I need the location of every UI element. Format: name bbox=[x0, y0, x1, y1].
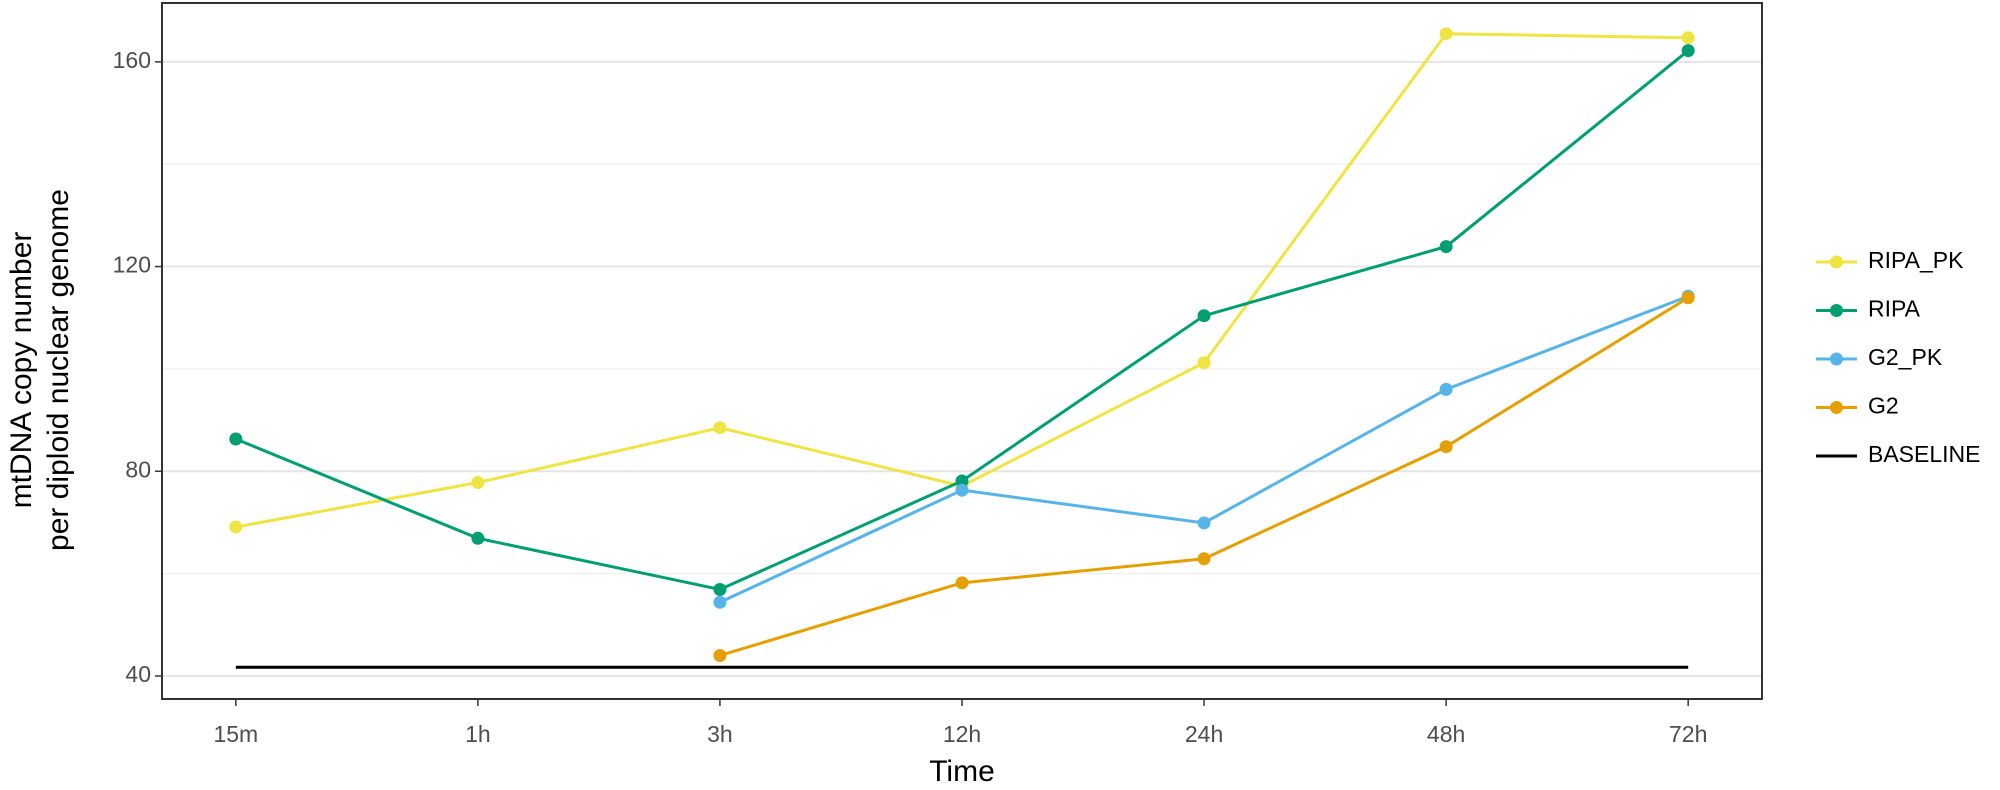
x-tick-label: 3h bbox=[707, 721, 733, 747]
legend-label: BASELINE bbox=[1868, 441, 1981, 467]
y-tick-label: 120 bbox=[113, 252, 151, 278]
legend-marker bbox=[1830, 352, 1843, 366]
legend-label: RIPA_PK bbox=[1868, 247, 1964, 273]
y-tick-label: 160 bbox=[113, 47, 151, 73]
data-point bbox=[1197, 309, 1211, 323]
data-point bbox=[1197, 356, 1211, 370]
x-tick-label: 24h bbox=[1185, 721, 1223, 747]
data-point bbox=[1439, 440, 1453, 454]
legend-marker bbox=[1830, 401, 1843, 414]
data-point bbox=[1681, 291, 1695, 305]
legend-marker bbox=[1830, 255, 1843, 269]
x-tick-label: 15m bbox=[213, 721, 258, 747]
data-point bbox=[1681, 44, 1695, 58]
data-point bbox=[471, 476, 485, 490]
y-tick-label: 80 bbox=[125, 456, 151, 482]
legend-label: G2 bbox=[1868, 393, 1899, 419]
x-tick-label: 12h bbox=[943, 721, 981, 747]
data-point bbox=[1197, 516, 1211, 530]
data-point bbox=[1197, 552, 1211, 566]
legend-label: RIPA bbox=[1868, 296, 1921, 322]
legend-label: G2_PK bbox=[1868, 344, 1943, 370]
data-point bbox=[713, 649, 727, 662]
data-point bbox=[713, 595, 727, 609]
data-point bbox=[955, 483, 969, 497]
data-point bbox=[471, 531, 485, 545]
data-point bbox=[713, 582, 727, 596]
data-point bbox=[713, 421, 727, 435]
series-line bbox=[235, 32, 1689, 529]
data-point bbox=[1439, 27, 1453, 41]
legend-marker bbox=[1830, 304, 1843, 317]
data-point bbox=[229, 520, 243, 534]
y-axis-title: per diploid nuclear genome bbox=[42, 189, 75, 551]
x-axis-title: Time bbox=[929, 755, 995, 788]
x-tick-label: 72h bbox=[1669, 721, 1707, 747]
plot-border bbox=[161, 2, 1763, 700]
data-point bbox=[229, 432, 243, 446]
data-point bbox=[955, 576, 969, 590]
series-line bbox=[235, 49, 1690, 592]
data-point bbox=[1439, 382, 1453, 396]
x-tick-label: 48h bbox=[1427, 721, 1465, 747]
x-tick-label: 1h bbox=[465, 721, 491, 747]
data-point bbox=[1681, 31, 1695, 45]
y-axis-title: mtDNA copy number bbox=[5, 232, 38, 509]
data-point bbox=[955, 474, 969, 488]
data-point bbox=[1439, 240, 1453, 254]
y-tick-label: 40 bbox=[125, 661, 151, 687]
